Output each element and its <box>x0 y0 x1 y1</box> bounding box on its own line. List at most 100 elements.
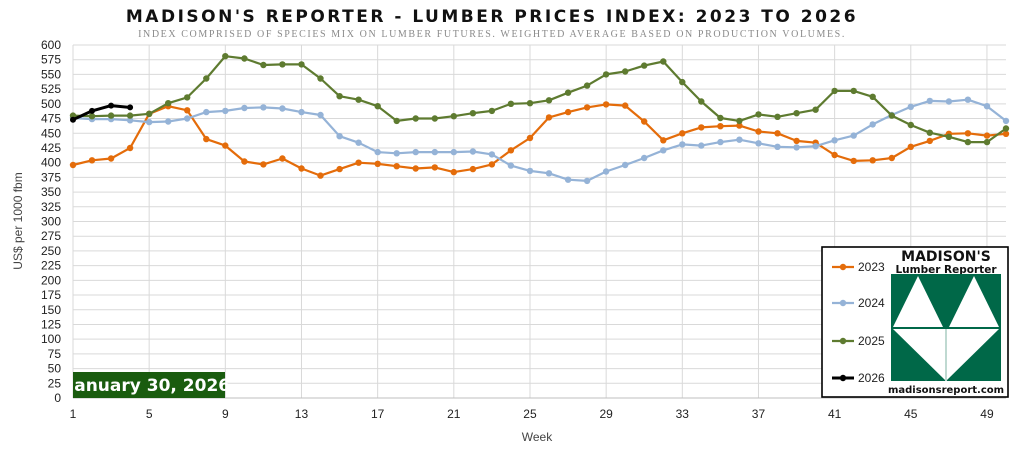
data-point <box>945 133 953 140</box>
data-point <box>507 100 515 108</box>
data-point <box>260 161 267 168</box>
data-point <box>1002 125 1010 132</box>
data-point <box>336 93 343 100</box>
legend-label: 2024 <box>858 296 885 310</box>
company-logo: MADISON'S Lumber Reporter madisonsreport… <box>888 249 1004 396</box>
data-point <box>564 176 572 183</box>
data-point <box>831 137 838 144</box>
data-point <box>641 154 648 162</box>
data-point <box>622 102 629 109</box>
x-tick-label: 41 <box>828 407 842 421</box>
data-point <box>355 96 362 103</box>
data-point <box>488 151 496 158</box>
chart-title: MADISON'S REPORTER - LUMBER PRICES INDEX… <box>126 7 858 27</box>
data-point <box>488 107 496 115</box>
data-point <box>126 144 134 152</box>
data-point <box>774 130 781 137</box>
y-tick-label: 400 <box>41 156 61 170</box>
data-point <box>203 75 210 82</box>
data-point <box>1002 117 1010 125</box>
data-point <box>336 165 343 173</box>
data-point <box>583 82 591 89</box>
data-point <box>526 100 534 107</box>
data-point <box>241 104 248 112</box>
y-tick-label: 125 <box>41 317 61 331</box>
y-tick-label: 50 <box>48 362 62 376</box>
logo-line2: Lumber Reporter <box>895 264 997 276</box>
data-point <box>698 142 705 149</box>
logo-url: madisonsreport.com <box>888 385 1004 396</box>
y-axis-label: US$ per 1000 fbm <box>11 172 25 269</box>
data-point <box>983 138 991 146</box>
data-point <box>412 165 419 172</box>
data-point <box>583 104 591 111</box>
y-tick-label: 500 <box>41 97 61 111</box>
data-point <box>545 114 553 121</box>
data-point <box>907 143 914 150</box>
data-point <box>507 162 515 169</box>
series-2025 <box>69 53 1010 146</box>
data-point <box>736 117 743 125</box>
x-tick-label: 37 <box>752 407 766 421</box>
series-lines <box>69 53 1010 185</box>
logo-triangle <box>949 276 999 327</box>
data-point <box>660 58 667 65</box>
y-tick-label: 0 <box>54 391 61 405</box>
data-point <box>717 123 724 130</box>
y-tick-label: 450 <box>41 126 61 140</box>
data-point <box>260 61 267 69</box>
data-point <box>393 150 400 157</box>
legend-box: 2023 2024 2025 2026 MADISON'S Lumber Report… <box>821 246 1009 398</box>
data-point <box>755 140 762 147</box>
y-tick-label: 75 <box>48 347 62 361</box>
data-point <box>526 134 534 142</box>
y-tick-label: 100 <box>41 332 61 346</box>
data-point <box>793 137 800 145</box>
legend-swatch-marker <box>839 337 847 345</box>
data-point <box>564 89 572 96</box>
data-point <box>945 98 953 105</box>
y-tick-label: 425 <box>41 141 61 155</box>
data-point <box>1002 130 1010 137</box>
data-point <box>127 104 134 111</box>
data-point <box>241 158 248 165</box>
data-point <box>812 143 819 150</box>
x-tick-label: 49 <box>980 407 994 421</box>
legend-swatch-marker <box>839 299 847 307</box>
data-point <box>374 148 381 156</box>
data-point <box>679 78 686 86</box>
x-tick-label: 17 <box>371 407 385 421</box>
data-point <box>679 141 686 148</box>
y-tick-label: 600 <box>41 38 61 52</box>
data-point <box>393 117 400 125</box>
legend-label: 2023 <box>858 260 885 274</box>
data-point <box>850 132 857 139</box>
data-point <box>641 118 648 125</box>
x-tick-label: 45 <box>904 407 918 421</box>
legend-swatch-marker <box>839 263 847 271</box>
y-tick-label: 200 <box>41 273 61 287</box>
date-badge-text: January 30, 2026 <box>67 376 230 396</box>
data-point <box>983 103 991 110</box>
data-point <box>279 61 286 68</box>
data-point <box>983 132 991 139</box>
legend-label: 2025 <box>858 334 885 348</box>
data-point <box>336 133 343 140</box>
logo-triangle <box>893 329 945 380</box>
data-point <box>431 164 438 171</box>
legend-entry-2026: 2026 <box>832 371 885 385</box>
series-2026 <box>70 102 134 123</box>
data-point <box>89 107 95 114</box>
y-tick-label: 225 <box>41 259 61 273</box>
date-badge: January 30, 2026 <box>67 372 230 398</box>
data-point <box>88 113 96 120</box>
y-tick-label: 575 <box>41 53 61 67</box>
data-point <box>564 108 572 116</box>
data-point <box>755 111 762 118</box>
data-point <box>622 68 629 75</box>
data-point <box>450 113 457 120</box>
data-point <box>755 128 762 135</box>
data-point <box>412 115 419 122</box>
data-point <box>850 87 857 95</box>
